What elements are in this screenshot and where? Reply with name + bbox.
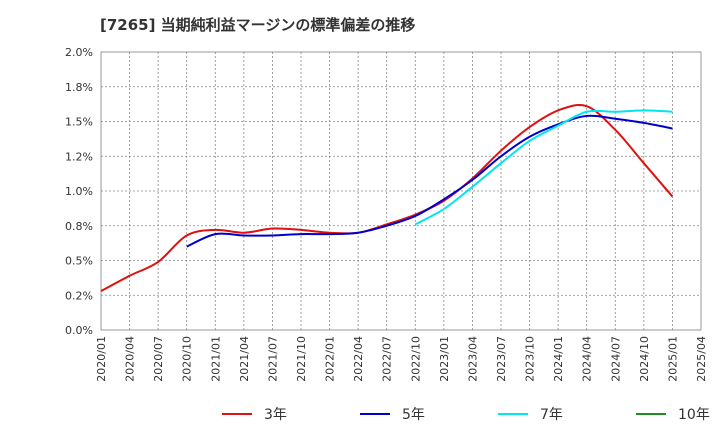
series-line-2: [186, 114, 673, 248]
x-tick-label: 2021/01: [209, 336, 222, 382]
x-tick-label: 2023/04: [466, 336, 479, 382]
grid: [101, 52, 701, 330]
x-tick-label: 2025/04: [695, 336, 708, 382]
x-tick-label: 2024/04: [581, 336, 594, 382]
x-tick-label: 2023/01: [438, 336, 451, 382]
chart-title: [7265] 当期純利益マージンの標準偏差の推移: [100, 16, 415, 34]
x-tick-label: 2021/10: [295, 336, 308, 382]
series-line-1: [100, 104, 674, 292]
x-tick-label: 2020/10: [181, 336, 194, 382]
legend-label: 3年: [264, 407, 287, 423]
legend-label: 10年: [678, 407, 710, 423]
x-tick-label: 2022/01: [324, 336, 337, 382]
y-tick-label: 1.2%: [65, 150, 93, 163]
y-tick-label: 2.0%: [65, 46, 93, 59]
y-tick-label: 1.5%: [65, 116, 93, 129]
series-line-3: [414, 109, 673, 226]
x-tick-label: 2024/01: [552, 336, 565, 382]
x-tick-label: 2022/04: [352, 336, 365, 382]
x-axis: 2020/01 2020/04 2020/07 2020/10 2021/01 2021/…: [95, 336, 708, 382]
x-tick-label: 2020/04: [124, 336, 137, 382]
legend: 3年 5年 7年 10年: [222, 407, 710, 423]
y-tick-label: 1.0%: [65, 185, 93, 198]
x-tick-label: 2024/07: [609, 336, 622, 382]
x-tick-label: 2021/07: [266, 336, 279, 382]
x-tick-label: 2025/01: [666, 336, 679, 382]
y-axis: 0.0% 0.2% 0.5% 0.8% 1.0% 1.2% 1.5% 1.8% 2.0%: [65, 46, 93, 337]
y-tick-label: 0.5%: [65, 255, 93, 268]
y-tick-label: 0.2%: [65, 289, 93, 302]
y-tick-label: 0.8%: [65, 220, 93, 233]
x-tick-label: 2023/10: [524, 336, 537, 382]
x-tick-label: 2024/10: [638, 336, 651, 382]
y-tick-label: 1.8%: [65, 81, 93, 94]
legend-label: 7年: [540, 407, 563, 423]
y-tick-label: 0.0%: [65, 324, 93, 337]
x-tick-label: 2020/01: [95, 336, 108, 382]
x-tick-label: 2022/10: [409, 336, 422, 382]
x-tick-label: 2020/07: [152, 336, 165, 382]
x-tick-label: 2022/07: [381, 336, 394, 382]
x-tick-label: 2023/07: [495, 336, 508, 382]
x-tick-label: 2021/04: [238, 336, 251, 382]
series-lines: [100, 104, 674, 292]
legend-label: 5年: [402, 407, 425, 423]
